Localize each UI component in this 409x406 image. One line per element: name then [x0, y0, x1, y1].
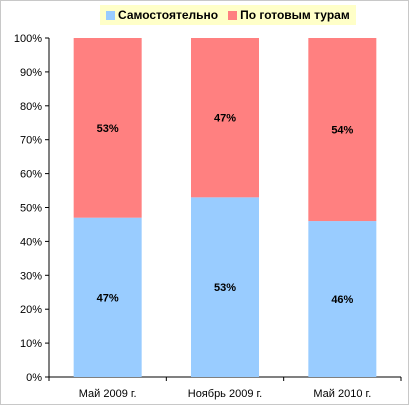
- legend-item-series-1: Самостоятельно: [106, 8, 218, 22]
- y-tick-label: 100%: [14, 33, 42, 45]
- bar-tour: [308, 38, 377, 222]
- y-tick-label: 50%: [20, 203, 42, 215]
- x-tick-label: Ноябрь 2009 г.: [188, 388, 262, 400]
- data-label: 47%: [97, 292, 119, 304]
- legend-swatch-series-1: [106, 10, 115, 20]
- bar-tour: [73, 38, 142, 218]
- y-tick-label: 90%: [20, 67, 42, 79]
- legend-swatch-series-2: [228, 10, 238, 20]
- data-label: 54%: [331, 125, 353, 137]
- x-tick-label: Май 2009 г.: [79, 388, 137, 400]
- y-tick-label: 10%: [20, 338, 42, 350]
- y-tick-label: 80%: [20, 101, 42, 113]
- data-label: 53%: [97, 123, 119, 135]
- legend: Самостоятельно По готовым турам: [100, 5, 356, 25]
- y-tick-label: 40%: [20, 236, 42, 248]
- y-tick-label: 60%: [20, 169, 42, 181]
- data-label: 46%: [331, 294, 353, 306]
- y-tick-label: 70%: [20, 135, 42, 147]
- y-tick-label: 20%: [20, 304, 42, 316]
- bar-self: [73, 217, 142, 377]
- y-tick-label: 0%: [26, 372, 42, 384]
- legend-label-series-2: По готовым турам: [240, 8, 350, 22]
- bar-self: [308, 221, 377, 377]
- bar-tour: [191, 38, 259, 198]
- legend-item-series-2: По готовым турам: [228, 8, 350, 22]
- legend-label-series-1: Самостоятельно: [118, 8, 219, 22]
- bar-self: [191, 197, 259, 377]
- y-tick-label: 30%: [20, 270, 42, 282]
- data-label: 47%: [214, 113, 236, 125]
- x-tick-label: Май 2010 г.: [313, 388, 371, 400]
- data-label: 53%: [214, 282, 236, 294]
